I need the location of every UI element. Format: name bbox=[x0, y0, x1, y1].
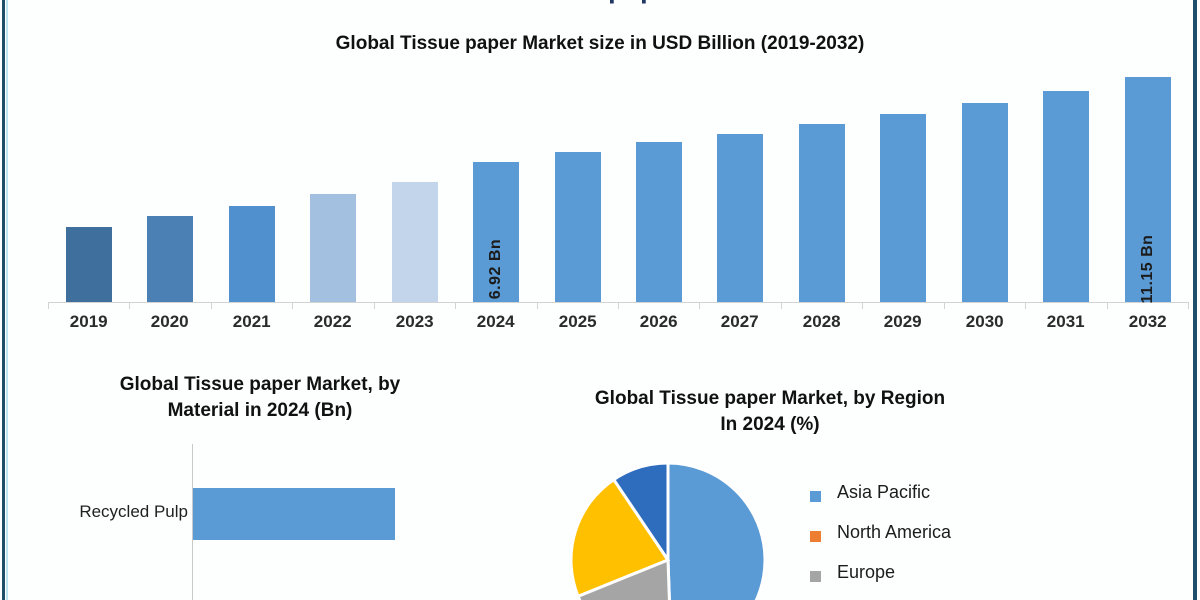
x-axis-label-2029: 2029 bbox=[883, 312, 922, 331]
x-axis-label-2025: 2025 bbox=[558, 312, 597, 331]
x-axis-label-2022: 2022 bbox=[313, 312, 352, 331]
column-slot-2020 bbox=[129, 56, 210, 302]
region-pie-chart: Global Tissue paper Market, by Region In… bbox=[520, 386, 1200, 600]
column-bar-2032: 11.15 Bn bbox=[1125, 77, 1171, 304]
column-slot-2027 bbox=[699, 56, 780, 302]
column-value-label-2032: 11.15 Bn bbox=[1139, 234, 1156, 304]
column-slot-2031 bbox=[1025, 56, 1106, 302]
x-axis-tick-2019 bbox=[48, 302, 49, 309]
column-slot-2021 bbox=[211, 56, 292, 302]
legend-label: North America bbox=[837, 522, 952, 542]
x-axis-tick-2024 bbox=[455, 302, 456, 309]
x-axis-label-2019: 2019 bbox=[69, 312, 108, 331]
column-bar-2019 bbox=[66, 227, 112, 302]
column-bar-2021 bbox=[229, 206, 275, 302]
x-axis-label-2024: 2024 bbox=[476, 312, 515, 331]
x-axis-tick-2022 bbox=[292, 302, 293, 309]
frame-border-right bbox=[1193, 0, 1197, 600]
column-slot-2028 bbox=[781, 56, 862, 302]
legend-label: Europe bbox=[837, 562, 896, 582]
legend-item-asia-pacific[interactable]: Asia Pacific bbox=[810, 478, 1140, 518]
column-bar-2027 bbox=[717, 134, 763, 302]
page-title: Global Tissue paper Market bbox=[0, 0, 1200, 5]
market-size-column-chart: 6.92 Bn 11.15 Bn 2019 2020 2021 2022 2023 2024… bbox=[40, 56, 1190, 331]
material-chart-title-line2: Material in 2024 (Bn) bbox=[167, 400, 353, 421]
x-axis-tick-2023 bbox=[374, 302, 375, 309]
x-axis-label-2032: 2032 bbox=[1128, 312, 1167, 331]
pie-legend: Asia Pacific North America Europe bbox=[810, 478, 1140, 598]
column-slot-2024: 6.92 Bn bbox=[455, 56, 536, 302]
material-category-label: Recycled Pulp bbox=[79, 502, 188, 521]
x-axis-tick-2028 bbox=[781, 302, 782, 309]
x-axis-label-2027: 2027 bbox=[720, 312, 759, 331]
chart-subtitle: Global Tissue paper Market size in USD B… bbox=[335, 33, 865, 54]
column-bar-2026 bbox=[636, 142, 682, 302]
column-bar-2022 bbox=[310, 194, 356, 302]
column-slot-2032: 11.15 Bn bbox=[1107, 56, 1188, 304]
legend-item-north-america[interactable]: North America bbox=[810, 518, 1140, 558]
column-bar-2024: 6.92 Bn bbox=[473, 162, 519, 302]
material-chart-title-line1: Global Tissue paper Market, by bbox=[119, 374, 401, 395]
x-axis-label-2028: 2028 bbox=[802, 312, 841, 331]
column-slot-2022 bbox=[292, 56, 373, 302]
x-axis-tick-2031 bbox=[1025, 302, 1026, 309]
column-slot-2025 bbox=[537, 56, 618, 302]
column-bar-2028 bbox=[799, 124, 845, 302]
column-slot-2029 bbox=[862, 56, 943, 302]
x-axis-tick-2029 bbox=[862, 302, 863, 309]
legend-swatch-icon bbox=[810, 571, 821, 582]
pie-slice-north-america bbox=[611, 461, 670, 565]
x-axis-tick-2021 bbox=[211, 302, 212, 309]
column-bar-2025 bbox=[555, 152, 601, 302]
x-axis-tick-2032 bbox=[1107, 302, 1108, 309]
x-axis-tick-2026 bbox=[618, 302, 619, 309]
column-bars-group: 6.92 Bn 11.15 Bn bbox=[40, 56, 1190, 304]
material-bar-recycled-pulp bbox=[193, 488, 395, 540]
legend-swatch-icon bbox=[810, 531, 821, 542]
region-chart-title-line1: Global Tissue paper Market, by Region bbox=[594, 388, 946, 409]
pie-slice-europe bbox=[576, 557, 671, 600]
frame-border-left bbox=[2, 0, 5, 600]
column-slot-2023 bbox=[374, 56, 455, 302]
x-axis-label-2023: 2023 bbox=[395, 312, 434, 331]
x-axis-label-2020: 2020 bbox=[150, 312, 189, 331]
x-axis-label-2030: 2030 bbox=[965, 312, 1004, 331]
material-value-axis bbox=[192, 444, 193, 600]
pie-slices-svg bbox=[569, 461, 767, 600]
legend-item-europe[interactable]: Europe bbox=[810, 558, 1140, 598]
material-bar-chart: Global Tissue paper Market, by Material … bbox=[10, 372, 510, 600]
x-axis-tick-2020 bbox=[129, 302, 130, 309]
region-chart-title-line2: In 2024 (%) bbox=[720, 414, 820, 435]
pie-slice-middle-east bbox=[569, 477, 671, 599]
material-plot-area: Recycled Pulp bbox=[10, 444, 510, 600]
material-chart-title: Global Tissue paper Market, by Material … bbox=[10, 372, 510, 424]
pie-slice-asia-pacific bbox=[666, 461, 767, 600]
legend-label: Asia Pacific bbox=[837, 482, 931, 502]
column-bar-2030 bbox=[962, 103, 1008, 302]
x-axis-tick-2030 bbox=[944, 302, 945, 309]
x-axis-label-2026: 2026 bbox=[639, 312, 678, 331]
x-axis-tick-end bbox=[1188, 302, 1189, 309]
x-axis-labels-group: 2019 2020 2021 2022 2023 2024 2025 2026 2027 2028… bbox=[40, 312, 1190, 342]
region-chart-title: Global Tissue paper Market, by Region In… bbox=[520, 386, 1020, 438]
column-bar-2031 bbox=[1043, 91, 1089, 302]
frame-border-left-accent bbox=[6, 0, 8, 600]
column-slot-2030 bbox=[944, 56, 1025, 302]
x-axis-tick-2027 bbox=[699, 302, 700, 309]
x-axis-label-2021: 2021 bbox=[232, 312, 271, 331]
column-value-label-2024: 6.92 Bn bbox=[487, 238, 504, 300]
column-slot-2019 bbox=[48, 56, 129, 302]
column-bar-2023 bbox=[392, 182, 438, 302]
x-axis-label-2031: 2031 bbox=[1046, 312, 1085, 331]
pie-graphic bbox=[520, 448, 820, 600]
column-slot-2026 bbox=[618, 56, 699, 302]
x-axis-tick-2025 bbox=[537, 302, 538, 309]
column-bar-2029 bbox=[880, 114, 926, 302]
legend-swatch-icon bbox=[810, 491, 821, 502]
column-bar-2020 bbox=[147, 216, 193, 302]
